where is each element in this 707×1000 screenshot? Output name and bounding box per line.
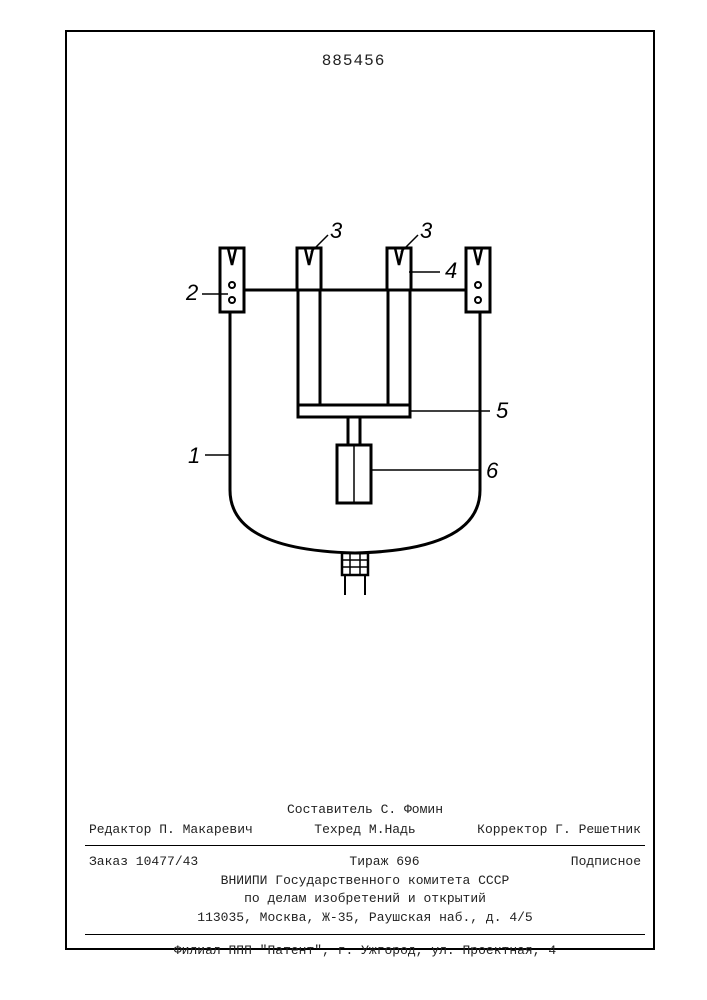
inner-tube-right: [388, 290, 410, 405]
techred: Техред М.Надь: [314, 820, 415, 840]
clamp-inner-right: [387, 248, 411, 290]
vessel-body: [230, 290, 480, 553]
bottom-outlet: [342, 553, 368, 575]
address-line1: ВНИИПИ Государственного комитета СССР: [85, 872, 645, 891]
crossbar-5: [298, 405, 410, 417]
credits-block: Составитель С. Фомин Редактор П. Макарев…: [85, 800, 645, 961]
label-3b: 3: [420, 218, 433, 243]
label-4: 4: [445, 258, 457, 283]
address-line2: по делам изобретений и открытий: [85, 890, 645, 909]
divider-1: [85, 845, 645, 846]
corrector: Корректор Г. Решетник: [477, 820, 641, 840]
label-2: 2: [185, 280, 198, 305]
label-3a: 3: [330, 218, 343, 243]
patent-number: 885456: [0, 52, 707, 70]
label-1: 1: [188, 443, 200, 468]
technical-figure: 1 2 3 3 4 5 6: [190, 230, 520, 630]
divider-2: [85, 934, 645, 935]
inner-tube-left: [298, 290, 320, 405]
address-line3: 113035, Москва, Ж-35, Раушская наб., д. …: [85, 909, 645, 928]
compiler: Составитель С. Фомин: [85, 800, 645, 820]
tirazh: Тираж 696: [349, 852, 419, 872]
label-5: 5: [496, 398, 509, 423]
address-block: ВНИИПИ Государственного комитета СССР по…: [85, 872, 645, 929]
clamp-outer-left: [220, 248, 244, 312]
clamp-outer-right: [466, 248, 490, 312]
clamp-inner-left: [297, 248, 321, 290]
label-6: 6: [486, 458, 499, 483]
zakaz: Заказ 10477/43: [89, 852, 198, 872]
branch: Филиал ППП "Патент", г. Ужгород, ул. Про…: [85, 941, 645, 961]
editor: Редактор П. Макаревич: [89, 820, 253, 840]
podpisnoe: Подписное: [571, 852, 641, 872]
